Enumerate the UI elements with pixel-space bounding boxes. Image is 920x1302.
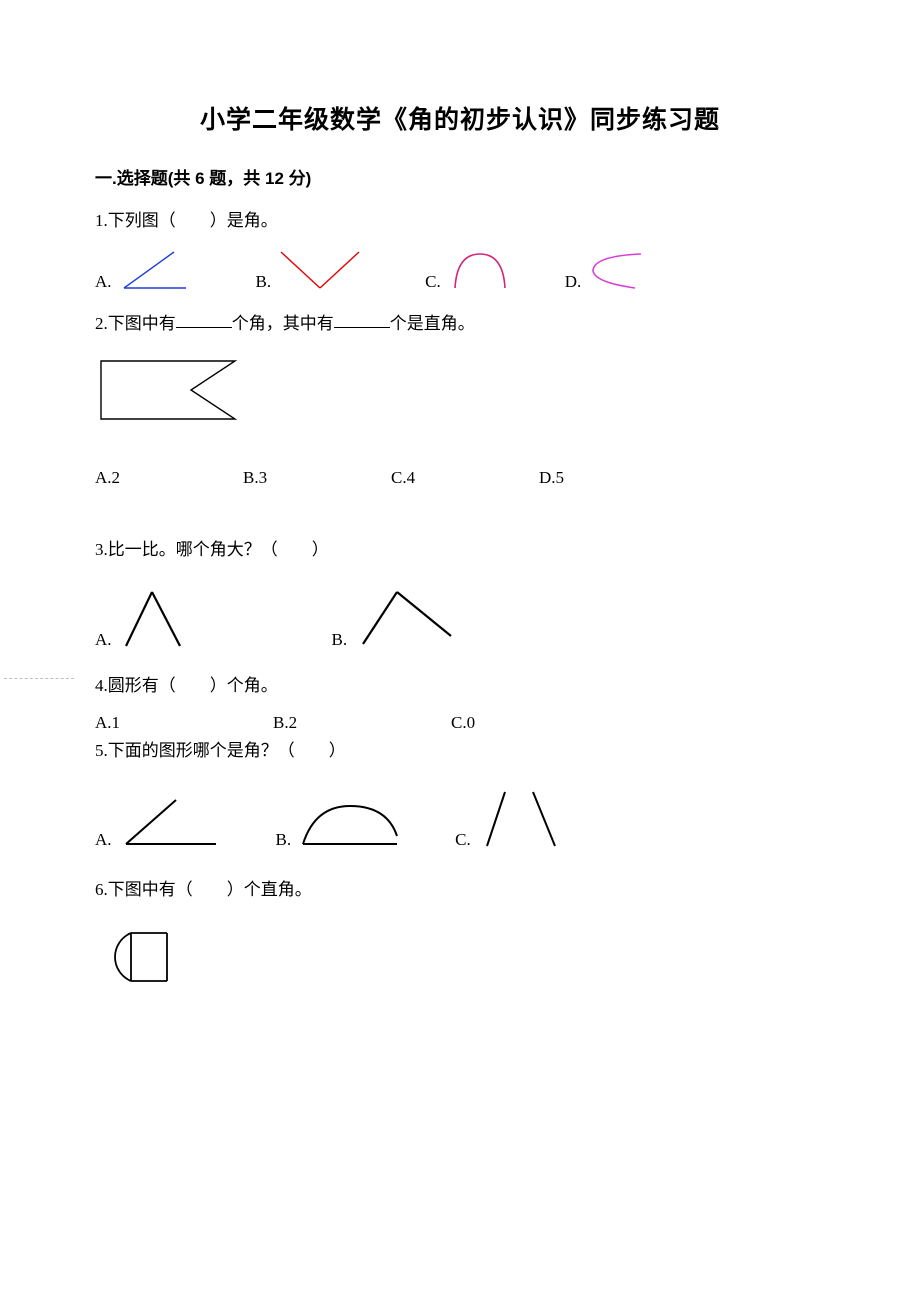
q2-option-d: D.5 [539, 468, 564, 488]
q6-text: 6.下图中有（ ）个直角。 [95, 876, 825, 903]
q2-text-a: 2.下图中有 [95, 314, 176, 333]
q1-option-d: D. [565, 248, 650, 292]
angle-icon [116, 248, 196, 292]
open-lines-icon [475, 788, 565, 850]
v-shape-icon [275, 248, 365, 292]
q4-options: A.1 B.2 C.0 [95, 713, 825, 733]
q1-option-c: C. [425, 248, 515, 292]
q4-text: 4.圆形有（ ）个角。 [95, 672, 825, 699]
option-label: A.1 [95, 713, 120, 733]
q1-text: 1.下列图（ ）是角。 [95, 207, 825, 234]
q4-option-a: A.1 [95, 713, 265, 733]
q4-option-b: B.2 [273, 713, 443, 733]
option-label: B.2 [273, 713, 297, 733]
flag-pentagon-icon [95, 353, 245, 427]
option-label: C.0 [451, 713, 475, 733]
q5-option-b: B. [276, 800, 406, 850]
q5-options: A. B. C. [95, 788, 825, 850]
q1-options: A. B. C. D. [95, 248, 825, 292]
q2-text: 2.下图中有 个角，其中有 个是直角。 [95, 310, 825, 337]
q5-option-a: A. [95, 794, 226, 850]
blank-field [176, 310, 232, 329]
q3-option-b: B. [332, 588, 462, 650]
q1-option-b: B. [256, 248, 366, 292]
option-label: B.3 [243, 468, 267, 488]
option-label: A. [95, 272, 112, 292]
option-label: A. [95, 630, 112, 650]
q2-text-c: 个是直角。 [390, 314, 475, 333]
option-label: C. [455, 830, 471, 850]
page-title: 小学二年级数学《角的初步认识》同步练习题 [95, 100, 825, 136]
margin-dash-decoration [4, 678, 74, 679]
option-label: D. [565, 272, 582, 292]
q5-text: 5.下面的图形哪个是角？（ ） [95, 737, 825, 764]
q4-option-c: C.0 [451, 713, 475, 733]
half-circle-square-icon [95, 927, 173, 987]
q2-option-b: B.3 [243, 468, 383, 488]
dome-icon [295, 800, 405, 850]
q6-figure [95, 927, 825, 992]
option-label: C.4 [391, 468, 415, 488]
option-label: A. [95, 830, 112, 850]
q2-figure [95, 353, 825, 432]
q3-option-a: A. [95, 588, 192, 650]
q2-option-a: A.2 [95, 468, 235, 488]
q2-options: A.2 B.3 C.4 D.5 [95, 468, 825, 488]
q3-text: 3.比一比。哪个角大？（ ） [95, 536, 825, 563]
option-label: B. [256, 272, 272, 292]
q1-option-a: A. [95, 248, 196, 292]
option-label: A.2 [95, 468, 120, 488]
wide-angle-icon [351, 588, 461, 650]
section-header: 一.选择题(共 6 题，共 12 分) [95, 164, 825, 189]
angle-icon [116, 794, 226, 850]
q2-text-b: 个角，其中有 [232, 314, 334, 333]
q3-options: A. B. [95, 588, 825, 650]
arch-icon [445, 248, 515, 292]
blank-field [334, 310, 390, 329]
option-label: C. [425, 272, 441, 292]
option-label: D.5 [539, 468, 564, 488]
q2-option-c: C.4 [391, 468, 531, 488]
worksheet-page: 小学二年级数学《角的初步认识》同步练习题 一.选择题(共 6 题，共 12 分)… [0, 0, 920, 1076]
q5-option-c: C. [455, 788, 565, 850]
option-label: B. [276, 830, 292, 850]
narrow-angle-icon [116, 588, 192, 650]
option-label: B. [332, 630, 348, 650]
curve-angle-icon [585, 248, 649, 292]
